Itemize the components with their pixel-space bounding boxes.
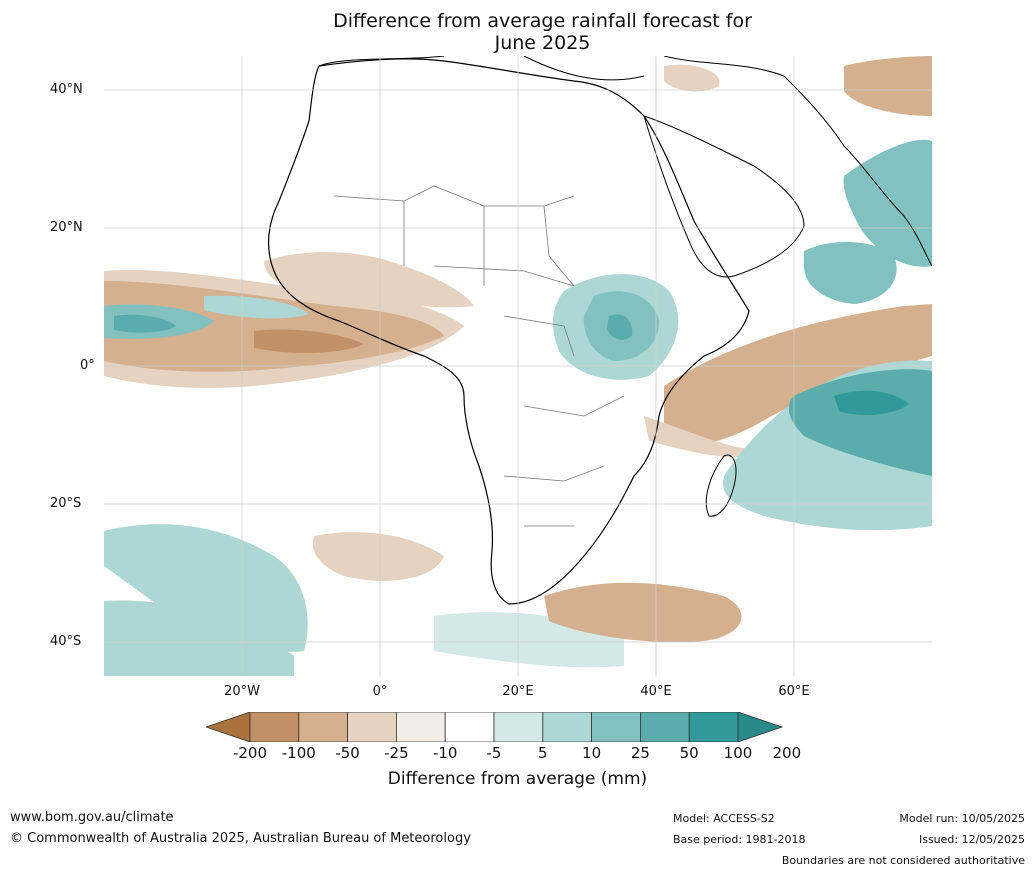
title-line-1: Difference from average rainfall forecas… [333,10,752,32]
country-boundaries [333,185,625,527]
colorbar-bin [395,711,446,743]
colorbar-tick-label: -200 [232,744,268,762]
dry-central-asia [844,56,932,116]
colorbar-bin [347,711,397,743]
dry-south-atlantic [312,532,444,581]
colorbar-tick-label: 100 [723,744,753,762]
colorbar-tick-label: 5 [538,744,548,762]
footer-copyright: © Commonwealth of Australia 2025, Austra… [10,831,471,846]
colorbar-bin [542,711,592,743]
colorbar-bin [249,711,300,743]
europe-asia-coast [318,56,932,267]
colorbar-bin [298,711,349,743]
dry-mediterranean [664,64,720,92]
footer-website-link[interactable]: www.bom.gov.au/climate [10,810,174,825]
wet-south-atlantic [104,524,308,652]
lat-label-40s: 40°S [50,634,82,649]
colorbar-bin [591,711,641,743]
footer-issued: Issued: 12/05/2025 [918,833,1025,846]
dry-indian-ocean-outer [644,416,764,458]
colorbar-tick-label: -100 [281,744,316,762]
footer-base-period: Base period: 1981-2018 [673,833,806,846]
colorbar-bin [493,711,544,743]
colorbar-tick-label: -10 [432,744,458,762]
colorbar-tick-label: 50 [679,744,699,762]
dry-band-atlantic-core [254,329,364,353]
colorbar-arrow-high [737,711,784,743]
africa-coastline [268,58,750,605]
colorbar-tick-label: -5 [486,744,502,762]
wet-indian-ocean-mid [788,369,932,476]
lon-label-20w: 20°W [224,684,260,699]
lat-label-20n: 20°N [50,220,83,235]
colorbar-tick-label: 200 [772,744,802,762]
dry-band-atlantic-mid [104,281,444,372]
map-panel [104,56,932,676]
wet-central-core [607,314,633,340]
gridlines [104,56,932,676]
colorbar-svg [204,711,784,743]
colorbar-title: Difference from average (mm) [387,769,648,789]
rainfall-anomaly-map [104,56,932,676]
lat-label-0: 0° [80,358,95,373]
colorbar-bin [688,711,739,743]
wet-indian-ocean-core [834,390,909,416]
footer-model: Model: ACCESS-S2 [673,812,775,825]
dry-indian-ocean [664,304,932,445]
colorbar-bin [639,711,690,743]
lat-label-20s: 20°S [50,496,82,511]
wet-patch-west-core [114,314,176,333]
dry-sahel [264,251,474,308]
lon-label-0: 0° [372,684,388,699]
colorbar-tick-label: -25 [384,744,409,762]
map-title: Difference from average rainfall forecas… [0,10,1035,54]
colorbar [204,711,830,746]
arabia-outline [643,115,805,278]
wet-patch-guinea [204,295,309,319]
lon-label-60e: 60°E [778,684,810,699]
lon-label-20e: 20°E [502,684,534,699]
wet-south-atlantic-band [104,600,294,676]
colorbar-tick-label: 10 [582,744,602,762]
madagascar-outline [705,454,737,517]
wet-arabian-sea [804,241,897,304]
footer-disclaimer: Boundaries are not considered authoritat… [781,854,1025,867]
colorbar-tick-label: -50 [335,744,360,762]
colorbar-tick-label: 25 [630,744,650,762]
lat-label-40n: 40°N [50,82,83,97]
lon-label-40e: 40°E [640,684,672,699]
dry-south-africa-ocean [544,582,742,643]
footer-model-run: Model run: 10/05/2025 [899,812,1025,825]
colorbar-bin [444,711,495,743]
colorbar-arrow-low [204,711,251,743]
title-line-2: June 2025 [494,32,591,54]
